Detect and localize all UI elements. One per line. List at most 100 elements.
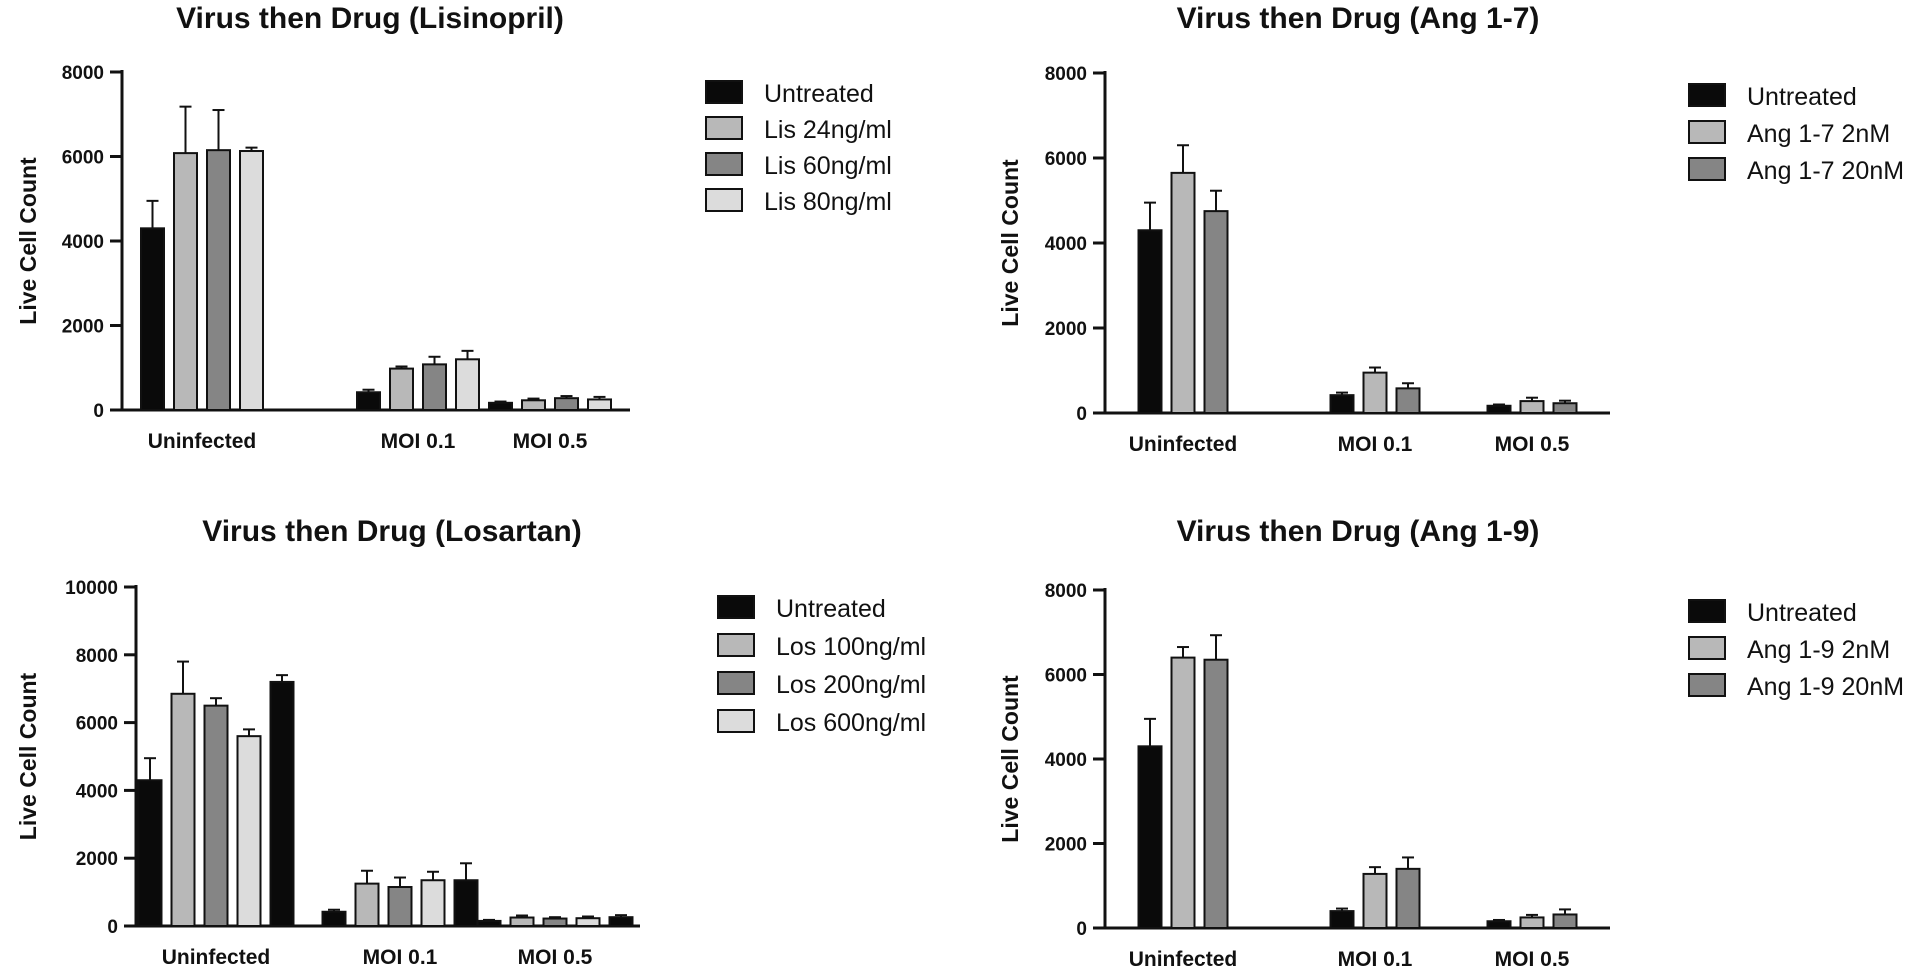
y-tick-label: 4000 — [1045, 234, 1087, 255]
legend-label: Lis 24ng/ml — [764, 116, 892, 144]
bar-moi-0-1-3 — [1395, 387, 1421, 415]
bar-uninfected-1 — [1137, 745, 1163, 930]
bar-moi-0-5-3 — [1552, 402, 1578, 415]
y-tick-label: 6000 — [62, 148, 104, 169]
legend-swatch — [1688, 599, 1726, 623]
y-tick-label: 8000 — [76, 646, 118, 667]
bar-moi-0-5-2 — [521, 399, 546, 412]
bar-moi-0-5-2 — [509, 916, 535, 928]
y-tick-label: 6000 — [1045, 149, 1087, 170]
chart-title: Virus then Drug (Lisinopril) — [176, 2, 564, 35]
bar-moi-0-1-2 — [1362, 872, 1388, 929]
legend-swatch — [717, 633, 755, 657]
legend-swatch — [1688, 157, 1726, 181]
legend-label: Los 200ng/ml — [776, 671, 926, 699]
y-tick-label: 0 — [1076, 404, 1087, 425]
category-label: MOI 0.5 — [513, 430, 588, 453]
legend-swatch — [705, 80, 743, 104]
bar-moi-0-1-1 — [321, 910, 347, 928]
category-label: Uninfected — [1129, 948, 1238, 971]
bar-uninfected-4 — [239, 150, 264, 411]
legend-label: Los 600ng/ml — [776, 709, 926, 737]
y-axis-label: Live Cell Count — [15, 157, 41, 325]
bar-uninfected-2 — [1170, 656, 1196, 929]
bar-uninfected-2 — [1170, 171, 1196, 414]
legend-swatch — [717, 595, 755, 619]
bar-moi-0-1-4 — [420, 879, 446, 927]
chart-ang-1-9: Virus then Drug (Ang 1-9) Live Cell Count… — [997, 515, 1904, 971]
bar-moi-0-5-5 — [608, 916, 634, 927]
bar-moi-0-1-2 — [389, 367, 414, 411]
category-label: Uninfected — [148, 430, 257, 453]
y-axis-label: Live Cell Count — [997, 159, 1023, 327]
legend-label: Ang 1-7 2nM — [1747, 120, 1890, 148]
y-tick-label: 8000 — [1045, 581, 1087, 602]
legend-label: Untreated — [776, 595, 886, 623]
legend-label: Untreated — [764, 80, 874, 108]
category-label: MOI 0.5 — [1495, 433, 1570, 456]
bar-moi-0-1-1 — [356, 391, 381, 412]
bar-moi-0-5-1 — [488, 401, 513, 412]
bar-moi-0-5-3 — [1552, 913, 1578, 929]
legend-label: Ang 1-7 20nM — [1747, 157, 1904, 185]
y-tick-label: 10000 — [65, 578, 118, 599]
y-axis-label: Live Cell Count — [997, 675, 1023, 843]
bar-moi-0-1-2 — [1362, 371, 1388, 414]
legend-label: Untreated — [1747, 83, 1857, 111]
category-label: MOI 0.1 — [381, 430, 456, 453]
category-label: Uninfected — [1129, 433, 1238, 456]
y-tick-label: 0 — [107, 917, 118, 938]
legend-label: Lis 80ng/ml — [764, 188, 892, 216]
legend-swatch — [1688, 83, 1726, 107]
legend-label: Ang 1-9 2nM — [1747, 636, 1890, 664]
category-label: MOI 0.1 — [363, 946, 438, 969]
y-tick-label: 4000 — [1045, 750, 1087, 771]
legend-swatch — [717, 709, 755, 733]
bar-moi-0-5-1 — [476, 919, 502, 927]
bar-moi-0-1-3 — [422, 363, 447, 411]
bar-moi-0-5-4 — [575, 917, 601, 928]
y-tick-label: 0 — [1076, 919, 1087, 940]
legend-swatch — [705, 188, 743, 212]
y-tick-label: 4000 — [76, 781, 118, 802]
category-label: MOI 0.5 — [1495, 948, 1570, 971]
y-tick-label: 6000 — [1045, 666, 1087, 687]
bar-moi-0-5-3 — [554, 397, 579, 412]
legend-swatch — [717, 671, 755, 695]
y-tick-label: 4000 — [62, 232, 104, 253]
bar-uninfected-3 — [1203, 210, 1229, 414]
bar-moi-0-5-2 — [1519, 400, 1545, 415]
bar-uninfected-1 — [1137, 229, 1163, 414]
chart-lisinopril: Virus then Drug (Lisinopril) Live Cell Co… — [15, 2, 892, 453]
legend-label: Los 100ng/ml — [776, 633, 926, 661]
bar-uninfected-1 — [137, 779, 163, 927]
bar-uninfected-1 — [140, 227, 165, 411]
bar-uninfected-3 — [203, 704, 229, 928]
chart-losartan: Virus then Drug (Losartan) Live Cell Coun… — [15, 515, 926, 969]
bar-moi-0-5-1 — [1486, 404, 1512, 414]
y-tick-label: 6000 — [76, 714, 118, 735]
bar-moi-0-5-3 — [542, 917, 568, 927]
category-label: MOI 0.1 — [1338, 948, 1413, 971]
category-label: MOI 0.5 — [518, 946, 593, 969]
legend-swatch — [1688, 120, 1726, 144]
bar-uninfected-3 — [206, 149, 231, 411]
bar-uninfected-3 — [1203, 658, 1229, 930]
y-tick-label: 8000 — [1045, 64, 1087, 85]
bar-uninfected-4 — [236, 735, 262, 927]
legend-label: Lis 60ng/ml — [764, 152, 892, 180]
legend-swatch — [1688, 636, 1726, 660]
legend-label: Untreated — [1747, 599, 1857, 627]
bar-moi-0-1-3 — [387, 886, 413, 928]
y-tick-label: 2000 — [1045, 319, 1087, 340]
chart-title: Virus then Drug (Ang 1-7) — [1177, 2, 1540, 35]
bar-moi-0-1-4 — [455, 358, 480, 411]
y-tick-label: 2000 — [62, 317, 104, 338]
bar-uninfected-5 — [269, 680, 295, 927]
bar-moi-0-5-2 — [1519, 916, 1545, 929]
bar-moi-0-5-1 — [1486, 920, 1512, 929]
y-tick-label: 8000 — [62, 63, 104, 84]
bar-moi-0-1-1 — [1329, 910, 1355, 929]
bar-moi-0-1-1 — [1329, 394, 1355, 414]
